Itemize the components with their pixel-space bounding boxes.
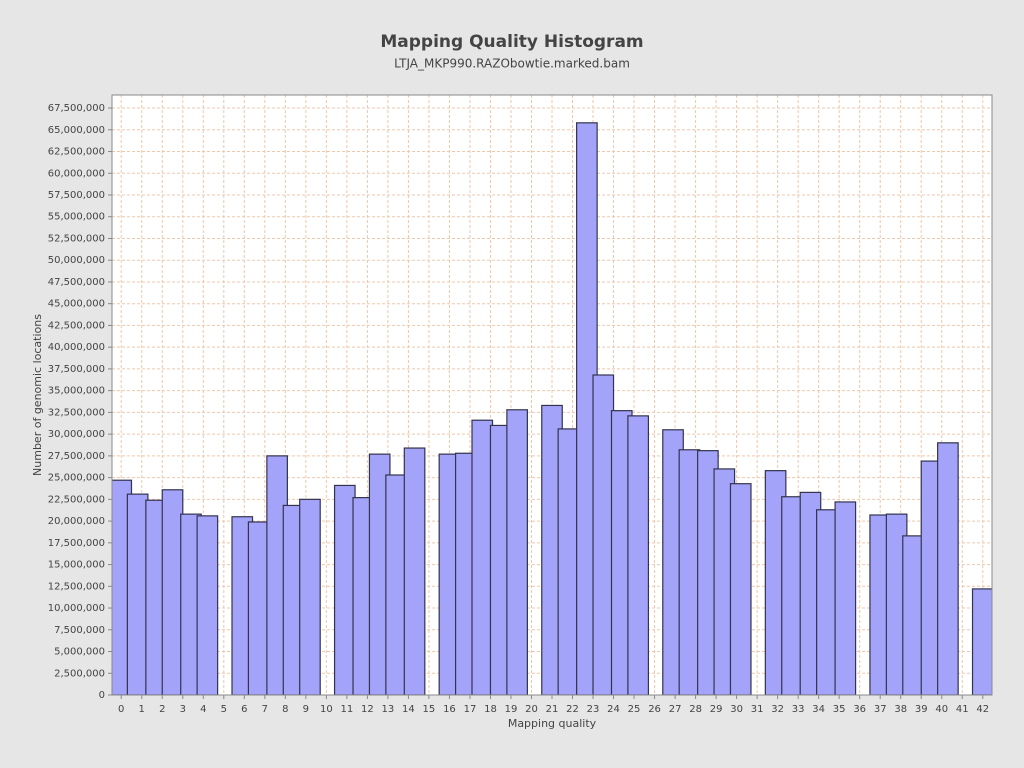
bar bbox=[816, 509, 838, 695]
x-tick-label: 30 bbox=[730, 704, 743, 715]
y-tick-label: 40,000,000 bbox=[48, 342, 105, 353]
bar bbox=[592, 374, 615, 695]
x-tick-label: 37 bbox=[874, 704, 887, 715]
x-tick-label: 28 bbox=[689, 704, 702, 715]
x-tick-label: 9 bbox=[303, 704, 309, 715]
x-tick-label: 20 bbox=[525, 704, 538, 715]
bar bbox=[385, 474, 407, 695]
x-tick-label: 27 bbox=[669, 704, 682, 715]
x-tick-label: 21 bbox=[546, 704, 559, 715]
x-tick-label: 29 bbox=[710, 704, 723, 715]
x-tick-label: 2 bbox=[159, 704, 165, 715]
bar bbox=[471, 419, 494, 695]
x-tick-label: 10 bbox=[320, 704, 333, 715]
bar bbox=[902, 535, 924, 695]
x-tick-label: 1 bbox=[139, 704, 145, 715]
x-tick-label: 13 bbox=[382, 704, 395, 715]
bar bbox=[834, 501, 857, 695]
x-tick-label: 35 bbox=[833, 704, 846, 715]
x-axis-label: Mapping quality bbox=[508, 717, 597, 730]
x-tick-label: 26 bbox=[648, 704, 661, 715]
x-tick-label: 42 bbox=[976, 704, 989, 715]
bar bbox=[937, 442, 959, 695]
x-tick-label: 33 bbox=[792, 704, 805, 715]
x-tick-label: 3 bbox=[180, 704, 186, 715]
y-axis-label: Number of genomic locations bbox=[31, 314, 44, 476]
bar bbox=[299, 498, 321, 695]
bar bbox=[161, 489, 184, 695]
x-tick-label: 38 bbox=[894, 704, 907, 715]
bar bbox=[729, 483, 752, 695]
x-tick-label: 11 bbox=[341, 704, 354, 715]
y-tick-label: 0 bbox=[99, 690, 105, 701]
y-tick-label: 67,500,000 bbox=[48, 103, 105, 114]
y-tick-label: 47,500,000 bbox=[48, 277, 105, 288]
y-tick-label: 20,000,000 bbox=[48, 516, 105, 527]
x-tick-label: 19 bbox=[505, 704, 518, 715]
y-tick-label: 55,000,000 bbox=[48, 212, 105, 223]
x-tick-label: 25 bbox=[628, 704, 641, 715]
x-tick-label: 24 bbox=[607, 704, 620, 715]
bar bbox=[627, 415, 650, 695]
bars bbox=[112, 122, 992, 695]
y-tick-label: 42,500,000 bbox=[48, 320, 105, 331]
x-tick-label: 34 bbox=[812, 704, 825, 715]
y-tick-label: 25,000,000 bbox=[48, 473, 105, 484]
x-tick-label: 39 bbox=[915, 704, 928, 715]
bar bbox=[247, 521, 270, 695]
y-tick-label: 10,000,000 bbox=[48, 603, 105, 614]
x-tick-label: 7 bbox=[262, 704, 268, 715]
x-tick-label: 18 bbox=[484, 704, 497, 715]
y-tick-label: 7,500,000 bbox=[54, 625, 105, 636]
bar bbox=[196, 515, 219, 695]
y-tick-label: 15,000,000 bbox=[48, 560, 105, 571]
y-tick-label: 30,000,000 bbox=[48, 429, 105, 440]
bar bbox=[333, 484, 356, 695]
y-tick-label: 12,500,000 bbox=[48, 581, 105, 592]
x-tick-label: 41 bbox=[956, 704, 969, 715]
y-tick-label: 22,500,000 bbox=[48, 494, 105, 505]
x-tick-label: 17 bbox=[464, 704, 477, 715]
y-tick-label: 5,000,000 bbox=[54, 647, 105, 658]
y-tick-label: 57,500,000 bbox=[48, 190, 105, 201]
x-tick-label: 22 bbox=[566, 704, 579, 715]
x-tick-label: 6 bbox=[241, 704, 247, 715]
x-tick-label: 12 bbox=[361, 704, 374, 715]
bar bbox=[506, 409, 528, 695]
bar bbox=[678, 449, 701, 695]
x-tick-label: 32 bbox=[771, 704, 784, 715]
y-tick-label: 50,000,000 bbox=[48, 255, 105, 266]
y-tick-label: 60,000,000 bbox=[48, 168, 105, 179]
y-tick-label: 17,500,000 bbox=[48, 538, 105, 549]
x-tick-label: 5 bbox=[221, 704, 227, 715]
y-tick-label: 27,500,000 bbox=[48, 451, 105, 462]
y-tick-label: 62,500,000 bbox=[48, 147, 105, 158]
x-tick-label: 23 bbox=[587, 704, 600, 715]
bar bbox=[781, 496, 803, 695]
x-tick-label: 40 bbox=[935, 704, 948, 715]
x-tick-label: 8 bbox=[282, 704, 288, 715]
x-tick-label: 15 bbox=[423, 704, 436, 715]
bar bbox=[126, 493, 149, 695]
x-tick-label: 0 bbox=[118, 704, 124, 715]
bar bbox=[557, 428, 580, 695]
y-tick-label: 37,500,000 bbox=[48, 364, 105, 375]
x-tick-label: 16 bbox=[443, 704, 456, 715]
y-tick-label: 2,500,000 bbox=[54, 668, 105, 679]
y-tick-label: 32,500,000 bbox=[48, 407, 105, 418]
bar bbox=[971, 588, 992, 695]
y-tick-label: 52,500,000 bbox=[48, 233, 105, 244]
x-tick-label: 36 bbox=[853, 704, 866, 715]
chart-subtitle: LTJA_MKP990.RAZObowtie.marked.bam bbox=[394, 57, 630, 71]
y-tick-label: 65,000,000 bbox=[48, 125, 105, 136]
x-tick-label: 4 bbox=[200, 704, 206, 715]
y-tick-label: 35,000,000 bbox=[48, 386, 105, 397]
bar bbox=[403, 447, 426, 695]
x-tick-label: 14 bbox=[402, 704, 415, 715]
chart-title: Mapping Quality Histogram bbox=[380, 32, 643, 52]
x-tick-label: 31 bbox=[751, 704, 764, 715]
y-tick-label: 45,000,000 bbox=[48, 299, 105, 310]
